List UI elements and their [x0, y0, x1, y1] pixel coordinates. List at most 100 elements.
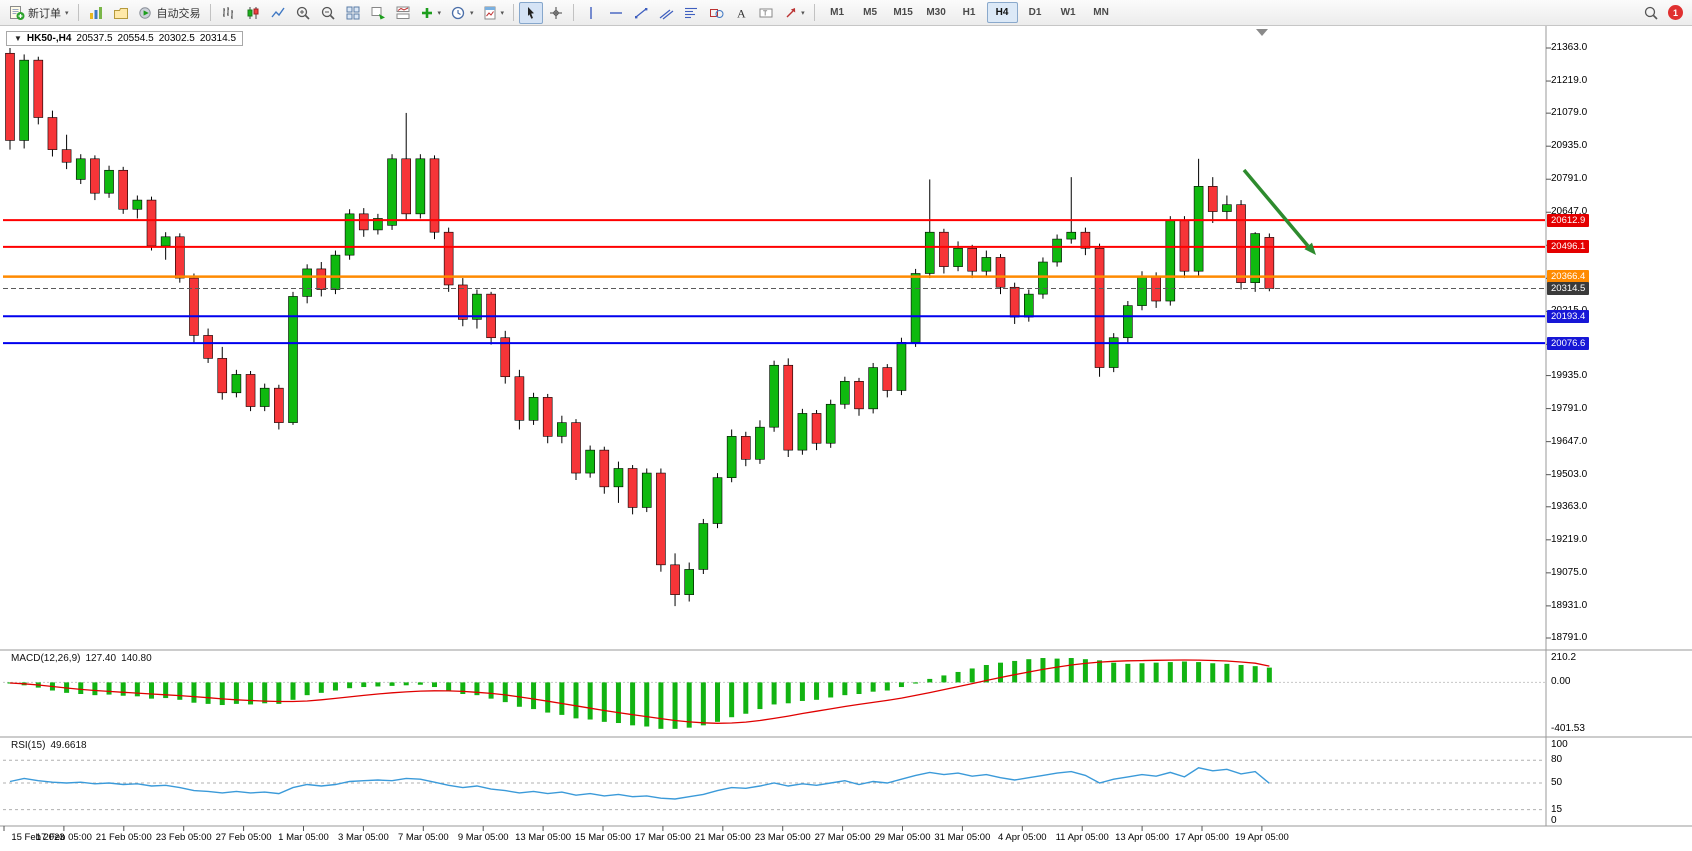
toolbar: 新订单 ▾ 自动交易: [0, 0, 1692, 26]
time-axis-label: 3 Mar 05:00: [338, 832, 389, 843]
navigator-icon: [113, 7, 128, 19]
time-axis-label: 17 Feb 05:00: [35, 832, 92, 843]
time-axis-label: 13 Mar 05:00: [515, 832, 572, 843]
crosshair-button[interactable]: [544, 2, 568, 24]
notification-badge[interactable]: 1: [1668, 5, 1683, 20]
timeframe-button-M15[interactable]: M15: [893, 7, 913, 18]
rsi-value: 49.6618: [50, 740, 87, 751]
text-button[interactable]: A: [729, 2, 753, 24]
market-watch-button[interactable]: [84, 2, 108, 24]
text-label-icon: T: [759, 8, 773, 17]
shapes-icon: [710, 8, 724, 18]
market-watch-icon: [89, 6, 102, 19]
add-indicator-button[interactable]: ▾: [416, 2, 446, 24]
price-axis-label: 19647.0: [1551, 435, 1588, 447]
price-axis-label: 20791.0: [1551, 173, 1588, 185]
timeframe-button-H1[interactable]: H1: [962, 7, 976, 18]
tile-windows-button[interactable]: [341, 2, 365, 24]
time-axis-label: 23 Mar 05:00: [754, 832, 811, 843]
bar-chart-button[interactable]: [216, 2, 240, 24]
price-axis-label: 20647.0: [1551, 206, 1588, 218]
chart-ohlc-bar[interactable]: ▼ HK50-,H4 20537.5 20554.5 20302.5 20314…: [6, 31, 244, 46]
algo-trading-label: 自动交易: [156, 7, 201, 20]
time-axis-label: 17 Mar 05:00: [634, 832, 691, 843]
main-chart-area[interactable]: [0, 27, 1546, 650]
cursor-button[interactable]: [519, 1, 544, 24]
macd-scale-label: 0.00: [1551, 676, 1571, 688]
toolbar-separator: [77, 4, 79, 21]
time-axis-label: 1 Mar 05:00: [278, 832, 329, 843]
rsi-scale-label: 0: [1551, 815, 1557, 826]
line-chart-icon: [270, 7, 285, 17]
vertical-line-icon: [590, 6, 592, 19]
rsi-panel[interactable]: [0, 738, 1546, 826]
price-axis-label: 20935.0: [1551, 140, 1588, 152]
arrows-button[interactable]: ▾: [779, 2, 809, 24]
price-axis-label: 21219.0: [1551, 75, 1588, 87]
chart-close: 20314.5: [199, 33, 237, 44]
arrange-charts-button[interactable]: [366, 2, 390, 24]
arrange-charts-icon: [371, 6, 385, 19]
timeframe-button-M1[interactable]: M1: [830, 7, 845, 18]
timeframe-button-W1[interactable]: W1: [1060, 7, 1076, 18]
rsi-name: RSI(15): [11, 740, 46, 751]
rsi-scale-label: 50: [1551, 777, 1563, 788]
price-badge: 20496.1: [1547, 240, 1590, 254]
macd-scale-label: -401.53: [1551, 723, 1585, 734]
one-click-trading-arrow-icon[interactable]: ▼: [14, 34, 22, 43]
chart-high: 20554.5: [117, 33, 154, 44]
price-badge: 20612.9: [1547, 213, 1590, 227]
time-axis[interactable]: [0, 827, 1692, 851]
add-indicator-icon: [421, 7, 432, 18]
timeframe-button-M30[interactable]: M30: [926, 7, 946, 18]
price-badge: 20314.5: [1547, 282, 1590, 296]
price-axis-label: 18791.0: [1551, 632, 1588, 643]
time-axis-label: 27 Feb 05:00: [215, 832, 272, 843]
fibonacci-button[interactable]: [679, 2, 703, 24]
bar-chart-icon: [222, 6, 233, 19]
templates-button[interactable]: ▾: [479, 2, 509, 24]
trendline-button[interactable]: [629, 2, 653, 24]
candlestick-chart-button[interactable]: [241, 2, 265, 24]
time-axis-label: 31 Mar 05:00: [934, 832, 991, 843]
line-chart-button[interactable]: [266, 2, 290, 24]
rsi-scale-label: 100: [1551, 739, 1568, 750]
chart-open: 20537.5: [76, 33, 113, 44]
time-axis-label: 29 Mar 05:00: [874, 832, 931, 843]
svg-text:A: A: [737, 6, 746, 20]
timeframe-button-D1[interactable]: D1: [1028, 7, 1042, 18]
time-periods-button[interactable]: ▾: [446, 2, 478, 24]
horizontal-line-button[interactable]: [604, 2, 628, 24]
time-axis-label: 19 Apr 05:00: [1234, 832, 1289, 843]
price-axis[interactable]: [1546, 27, 1692, 826]
vertical-line-button[interactable]: [579, 2, 603, 24]
shapes-button[interactable]: [704, 2, 728, 24]
macd-scale-label: 210.2: [1551, 652, 1577, 663]
search-icon: [1644, 6, 1658, 20]
zoom-out-icon: [321, 6, 335, 20]
arrows-icon: [786, 7, 796, 17]
rsi-label: RSI(15) 49.6618: [8, 740, 90, 751]
zoom-out-button[interactable]: [316, 2, 340, 24]
timeframe-button-MN[interactable]: MN: [1093, 7, 1109, 18]
price-axis-label: 19363.0: [1551, 500, 1588, 512]
price-axis-label: 19503.0: [1551, 468, 1588, 480]
toolbar-separator: [209, 4, 211, 21]
text-label-button[interactable]: T: [754, 2, 778, 24]
toolbar-separator: [513, 4, 515, 21]
algo-trading-icon: [138, 6, 151, 19]
algo-trading-button[interactable]: 自动交易: [134, 2, 205, 24]
equidistant-channel-button[interactable]: [654, 2, 678, 24]
crosshair-icon: [550, 6, 563, 19]
new-order-button[interactable]: 新订单 ▾: [5, 2, 73, 24]
price-badge: 20076.6: [1547, 336, 1590, 350]
timeframe-button-M5[interactable]: M5: [863, 7, 878, 18]
chart-list-button[interactable]: [391, 2, 415, 24]
zoom-in-button[interactable]: [291, 2, 315, 24]
navigator-button[interactable]: [109, 2, 133, 24]
timeframe-button-H4[interactable]: H4: [986, 2, 1018, 23]
price-badge: 20366.4: [1547, 270, 1590, 284]
macd-panel[interactable]: [0, 651, 1546, 737]
search-button[interactable]: [1639, 2, 1663, 24]
time-axis-label: 7 Mar 05:00: [397, 832, 449, 843]
